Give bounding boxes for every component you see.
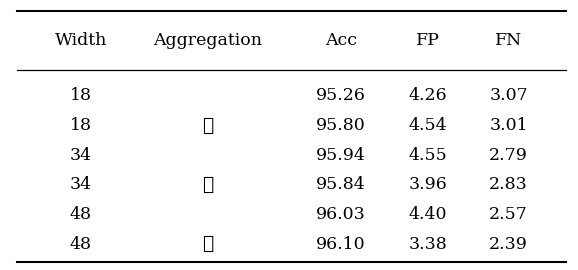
Text: 2.39: 2.39	[489, 236, 528, 253]
Text: FN: FN	[495, 32, 523, 49]
Text: Acc: Acc	[325, 32, 357, 49]
Text: 34: 34	[70, 177, 92, 193]
Text: 2.83: 2.83	[489, 177, 528, 193]
Text: 95.94: 95.94	[316, 147, 366, 164]
Text: 95.26: 95.26	[316, 87, 366, 104]
Text: 2.57: 2.57	[489, 206, 528, 223]
Text: 95.80: 95.80	[316, 117, 366, 134]
Text: 3.96: 3.96	[408, 177, 447, 193]
Text: ✓: ✓	[202, 176, 214, 194]
Text: FP: FP	[416, 32, 440, 49]
Text: 96.10: 96.10	[316, 236, 366, 253]
Text: 18: 18	[70, 117, 92, 134]
Text: 18: 18	[70, 87, 92, 104]
Text: 48: 48	[70, 236, 92, 253]
Text: 48: 48	[70, 206, 92, 223]
Text: 96.03: 96.03	[316, 206, 366, 223]
Text: ✓: ✓	[202, 117, 214, 134]
Text: 4.54: 4.54	[409, 117, 447, 134]
Text: 2.79: 2.79	[489, 147, 528, 164]
Text: 34: 34	[70, 147, 92, 164]
Text: Aggregation: Aggregation	[154, 32, 262, 49]
Text: ✓: ✓	[202, 235, 214, 253]
Text: 4.55: 4.55	[408, 147, 447, 164]
Text: Width: Width	[55, 32, 107, 49]
Text: 4.40: 4.40	[409, 206, 447, 223]
Text: 3.38: 3.38	[408, 236, 447, 253]
Text: 3.07: 3.07	[489, 87, 528, 104]
Text: 4.26: 4.26	[409, 87, 447, 104]
Text: 3.01: 3.01	[490, 117, 528, 134]
Text: 95.84: 95.84	[316, 177, 366, 193]
